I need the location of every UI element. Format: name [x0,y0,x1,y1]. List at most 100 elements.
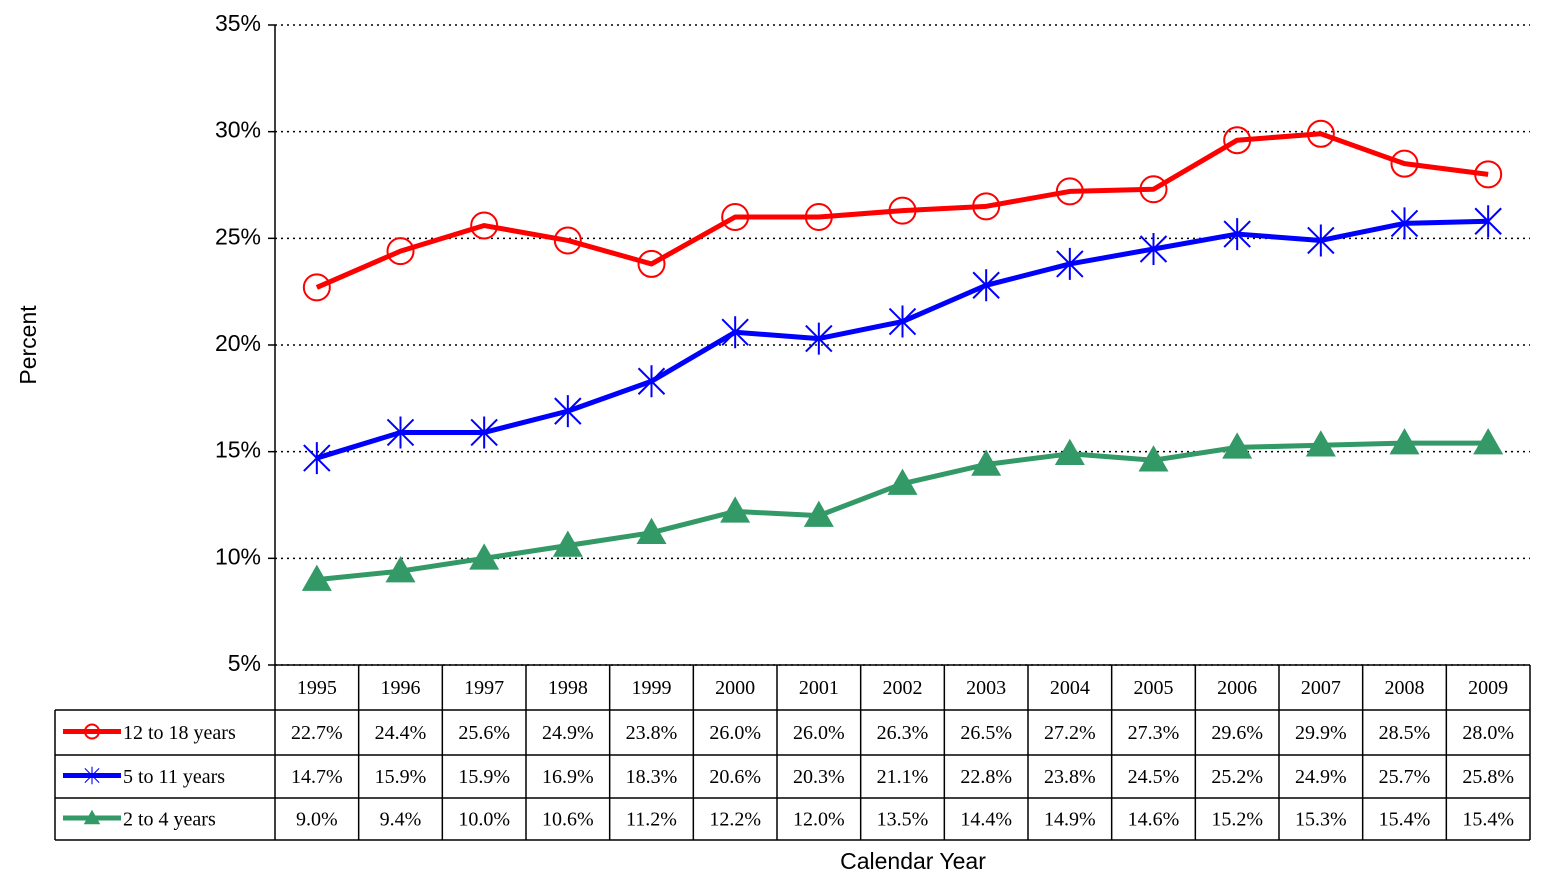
y-tick-label: 10% [215,543,261,569]
marker [553,226,582,255]
table-value: 10.0% [458,809,510,831]
x-tick-label: 1998 [548,677,588,699]
table-value: 15.2% [1211,809,1263,831]
table-value: 21.1% [877,766,929,788]
table-value: 14.9% [1044,809,1096,831]
marker [805,322,833,355]
marker [1473,428,1504,455]
marker [470,211,499,240]
table-value: 25.6% [458,722,510,744]
table-value: 24.4% [375,722,427,744]
x-tick-label: 1997 [464,677,504,699]
table-value: 15.3% [1295,809,1347,831]
table-value: 11.2% [626,809,677,831]
marker [971,449,1002,476]
marker [1139,233,1168,265]
x-tick-label: 1999 [632,677,672,699]
table-value: 24.9% [542,722,594,744]
marker [1305,430,1336,457]
marker [386,237,415,266]
marker [554,395,582,428]
marker [1054,438,1085,466]
x-tick-label: 2001 [799,677,839,699]
y-tick-label: 25% [215,223,261,249]
marker [386,416,415,449]
table-value: 27.3% [1128,722,1180,744]
x-tick-label: 2003 [966,677,1006,699]
table-value: 24.5% [1128,766,1180,788]
table-value: 14.6% [1128,809,1180,831]
x-tick-label: 2008 [1385,677,1425,699]
x-tick-label: 2006 [1217,677,1257,699]
table-value: 14.7% [291,766,343,788]
marker [636,517,667,544]
table-value: 12.0% [793,809,845,831]
marker [1389,428,1420,455]
table-value: 9.0% [296,809,338,831]
marker [302,273,331,302]
x-tick-label: 1996 [381,677,421,699]
marker [470,416,498,449]
marker [1306,119,1335,148]
table-value: 27.2% [1044,722,1096,744]
y-tick-label: 15% [215,437,261,463]
marker [721,203,750,231]
table-value: 15.4% [1379,809,1431,831]
table-value: 26.0% [793,722,845,744]
marker [1138,445,1169,472]
y-tick-label: 5% [228,650,261,676]
table-value: 13.5% [877,809,929,831]
table-value: 18.3% [626,766,678,788]
marker [972,269,1000,302]
marker [637,249,666,278]
table-value: 15.9% [375,766,427,788]
marker [303,442,331,475]
marker [1390,149,1419,178]
marker [721,316,749,349]
x-tick-label: 2005 [1134,677,1174,699]
table-value: 25.7% [1379,766,1431,788]
x-axis-title: Calendar Year [840,848,986,874]
table-value: 15.9% [458,766,510,788]
marker [1307,224,1335,257]
legend-marker [83,809,101,825]
marker [385,556,416,583]
table-value: 28.5% [1379,722,1431,744]
table-value: 22.8% [960,766,1012,788]
y-tick-label: 30% [215,117,261,143]
table-value: 9.4% [380,809,422,831]
table-value: 29.6% [1211,722,1263,744]
marker [552,530,583,557]
legend-marker [84,723,100,740]
marker [1474,160,1503,189]
legend-marker [84,766,100,785]
marker [720,496,751,523]
table-value: 24.9% [1295,766,1347,788]
marker [888,196,917,225]
y-axis-title: Percent [15,305,41,385]
table-value: 29.9% [1295,722,1347,744]
table-value: 25.2% [1211,766,1263,788]
table-value: 25.8% [1462,766,1514,788]
table-value: 22.7% [291,722,343,744]
table-value: 28.0% [1462,722,1514,744]
table-value: 23.8% [1044,766,1096,788]
table-value: 14.4% [960,809,1012,831]
y-tick-label: 20% [215,330,261,356]
series-line [315,131,1489,290]
table-value: 26.5% [960,722,1012,744]
x-tick-label: 2009 [1468,677,1508,699]
legend-label: 12 to 18 years [123,722,236,744]
table-value: 12.2% [709,809,761,831]
marker [972,192,1001,221]
table-value: 26.0% [709,722,761,744]
marker [1390,207,1419,240]
marker [1223,218,1251,251]
marker [1139,175,1168,204]
table-value: 10.6% [542,809,594,831]
marker [637,365,666,398]
marker [803,500,834,527]
x-tick-label: 2000 [715,677,755,699]
table-value: 15.4% [1462,809,1514,831]
